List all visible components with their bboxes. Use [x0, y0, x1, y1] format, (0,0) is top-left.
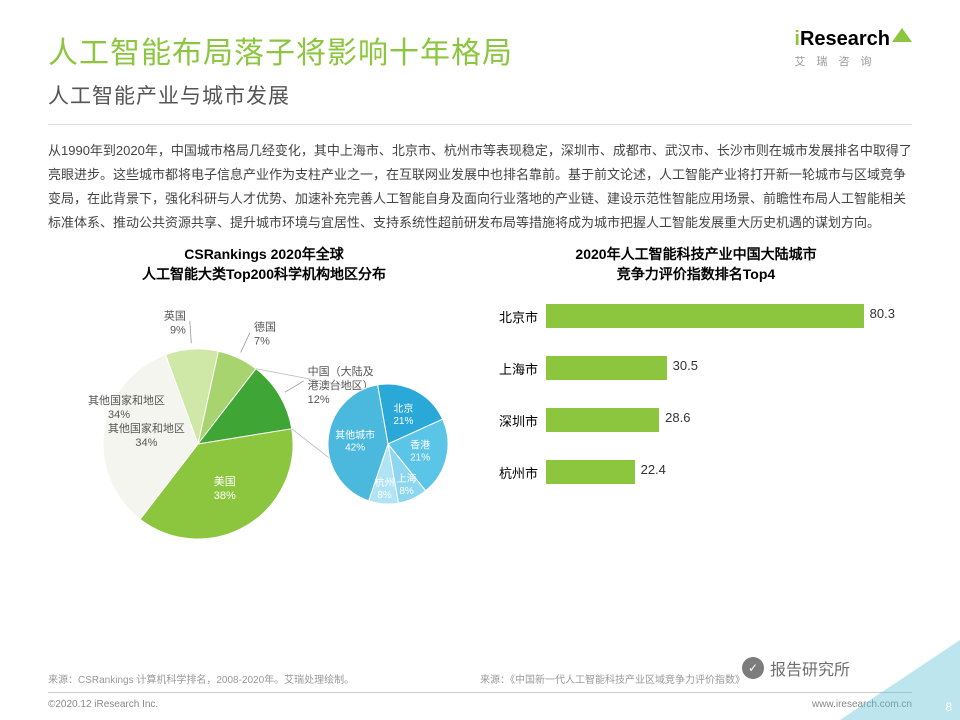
bar-category: 上海市	[490, 359, 546, 378]
svg-text:中国（大陆及: 中国（大陆及	[308, 364, 374, 378]
bar-value: 80.3	[870, 306, 895, 321]
corner-decoration	[840, 640, 960, 720]
bar-row: 北京市 80.3	[490, 304, 902, 328]
pie-source: 来源：CSRankings 计算机科学排名，2008-2020年。艾瑞处理绘制。	[48, 671, 480, 686]
bar-value: 22.4	[641, 462, 666, 477]
svg-text:美国: 美国	[214, 475, 236, 488]
bar-row: 上海市 30.5	[490, 356, 902, 380]
page-subtitle: 人工智能产业与城市发展	[48, 80, 912, 110]
bar-fill	[546, 356, 667, 380]
footer-divider	[48, 692, 912, 693]
bar-category: 北京市	[490, 307, 546, 326]
pie-chart-title: CSRankings 2020年全球 人工智能大类Top200科学机构地区分布	[48, 245, 480, 284]
bar-row: 深圳市 28.6	[490, 408, 902, 432]
bar-chart-body: 北京市 80.3 上海市 30.5 深圳市 28.6 杭州市 22.4	[480, 294, 912, 484]
header: 人工智能布局落子将影响十年格局 人工智能产业与城市发展 iResearch 艾 …	[0, 0, 960, 110]
bar-value: 28.6	[665, 410, 690, 425]
logo-triangle-icon	[892, 28, 912, 42]
svg-text:其他国家和地区: 其他国家和地区	[88, 393, 165, 407]
bar-category: 深圳市	[490, 411, 546, 430]
svg-text:北京: 北京	[393, 402, 413, 415]
watermark-icon: ✓	[742, 657, 764, 679]
svg-text:8%: 8%	[399, 486, 414, 497]
svg-text:42%: 42%	[345, 443, 365, 454]
page-number: 8	[945, 700, 952, 714]
bar-value: 30.5	[673, 358, 698, 373]
bar-fill	[546, 304, 864, 328]
brand-logo: iResearch 艾 瑞 咨 询	[794, 28, 912, 69]
svg-text:8%: 8%	[377, 490, 392, 501]
logo-subtitle: 艾 瑞 咨 询	[794, 53, 912, 69]
bar-fill	[546, 460, 635, 484]
svg-text:香港: 香港	[410, 440, 430, 452]
svg-text:德国: 德国	[254, 320, 276, 334]
watermark: ✓ 报告研究所	[742, 656, 850, 680]
svg-text:英国: 英国	[164, 309, 186, 323]
svg-text:9%: 9%	[170, 325, 186, 337]
svg-text:34%: 34%	[108, 409, 130, 421]
bar-chart-title: 2020年人工智能科技产业中国大陆城市 竞争力评价指数排名Top4	[480, 245, 912, 284]
svg-text:38%: 38%	[214, 490, 236, 502]
body-paragraph: 从1990年到2020年，中国城市格局几经变化，其中上海市、北京市、杭州市等表现…	[0, 125, 960, 235]
svg-text:其他城市: 其他城市	[335, 429, 375, 442]
svg-text:7%: 7%	[254, 336, 270, 348]
svg-text:34%: 34%	[135, 437, 157, 449]
svg-text:其他国家和地区: 其他国家和地区	[108, 421, 185, 435]
svg-text:21%: 21%	[410, 453, 430, 464]
svg-text:上海: 上海	[397, 472, 417, 485]
logo-text: Research	[800, 28, 890, 50]
svg-text:杭州: 杭州	[375, 476, 395, 489]
svg-text:12%: 12%	[308, 394, 330, 406]
svg-text:21%: 21%	[393, 416, 413, 427]
pie-chart-panel: CSRankings 2020年全球 人工智能大类Top200科学机构地区分布 …	[48, 245, 480, 574]
copyright-text: ©2020.12 iResearch Inc.	[48, 699, 158, 710]
bar-row: 杭州市 22.4	[490, 460, 902, 484]
bar-fill	[546, 408, 659, 432]
bar-category: 杭州市	[490, 463, 546, 482]
page-title: 人工智能布局落子将影响十年格局	[48, 28, 912, 72]
footer: 来源：CSRankings 计算机科学排名，2008-2020年。艾瑞处理绘制。…	[0, 671, 960, 720]
bar-chart-panel: 2020年人工智能科技产业中国大陆城市 竞争力评价指数排名Top4 北京市 80.…	[480, 245, 912, 574]
pie-chart-svg: 英国9%德国7%中国（大陆及港澳台地区）12%美国38%其他国家和地区34%其他…	[48, 294, 478, 574]
